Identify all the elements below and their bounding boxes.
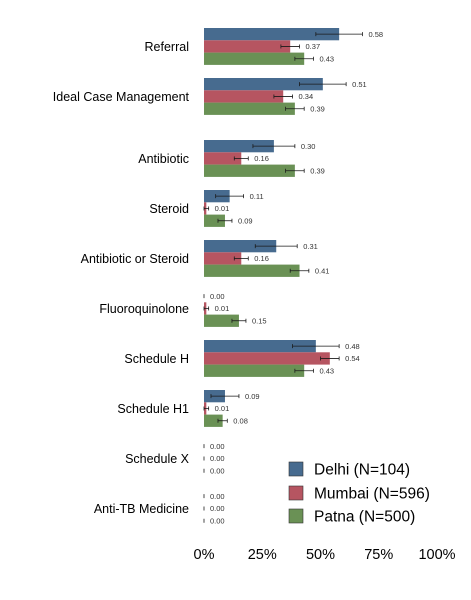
value-label: 0.16 — [254, 254, 269, 263]
bar — [204, 28, 340, 41]
x-tick-label: 25% — [248, 547, 277, 563]
value-label: 0.34 — [299, 92, 314, 101]
bars-layer — [204, 28, 340, 427]
value-label: 0.11 — [250, 192, 264, 201]
x-tick-label: 50% — [306, 547, 335, 563]
bar — [204, 164, 295, 177]
value-label: 0.43 — [320, 54, 335, 63]
bar — [204, 340, 316, 353]
value-label: 0.00 — [210, 292, 225, 301]
category-label: Antibiotic — [138, 152, 189, 166]
value-label: 0.01 — [215, 404, 230, 413]
category-labels-layer: Referral Ideal Case Management Antibiotic S… — [53, 40, 190, 516]
bar — [204, 152, 242, 165]
bar — [204, 352, 330, 365]
value-label: 0.15 — [252, 316, 267, 325]
value-labels-layer: 0.58 0.37 0.43 0.51 0.34 0.39 0.30 0.16 0.39 0.11… — [210, 30, 383, 526]
x-axis-ticks-layer: 0% 25% 50% 75% 100% — [194, 547, 456, 563]
bar — [204, 314, 239, 327]
value-label: 0.58 — [368, 30, 383, 39]
value-label: 0.09 — [245, 392, 260, 401]
value-label: 0.00 — [210, 466, 225, 475]
value-label: 0.43 — [320, 366, 335, 375]
bar — [204, 264, 300, 277]
value-label: 0.08 — [233, 416, 248, 425]
x-tick-label: 0% — [194, 547, 215, 563]
bar — [204, 90, 284, 103]
bar — [204, 78, 323, 91]
value-label: 0.00 — [210, 454, 225, 463]
value-label: 0.00 — [210, 504, 225, 513]
value-label: 0.41 — [315, 266, 330, 275]
bar — [204, 52, 305, 65]
bar — [204, 102, 295, 115]
category-label: Schedule H1 — [117, 402, 189, 416]
value-label: 0.16 — [254, 154, 269, 163]
legend-swatch — [288, 461, 304, 477]
value-label: 0.00 — [210, 442, 225, 451]
category-label: Referral — [145, 40, 189, 54]
value-label: 0.09 — [238, 216, 253, 225]
value-label: 0.48 — [345, 342, 360, 351]
category-label: Schedule H — [124, 352, 189, 366]
bar — [204, 214, 225, 227]
value-label: 0.00 — [210, 492, 225, 501]
legend-swatch — [288, 485, 304, 501]
bar — [204, 140, 274, 153]
bar — [204, 240, 277, 253]
x-tick-label: 100% — [418, 547, 455, 563]
value-label: 0.31 — [303, 242, 318, 251]
value-label: 0.01 — [215, 204, 230, 213]
category-label: Antibiotic or Steroid — [81, 252, 189, 266]
error-bars-layer — [203, 32, 363, 523]
category-label: Schedule X — [125, 452, 190, 466]
value-label: 0.01 — [215, 304, 230, 313]
value-label: 0.30 — [301, 142, 316, 151]
value-label: 0.39 — [310, 166, 325, 175]
x-tick-label: 75% — [364, 547, 393, 563]
bar — [204, 40, 291, 53]
category-label: Fluoroquinolone — [99, 302, 189, 316]
value-label: 0.37 — [306, 42, 321, 51]
legend-label: Delhi (N=104) — [314, 462, 410, 479]
category-label: Steroid — [149, 202, 189, 216]
value-label: 0.54 — [345, 354, 360, 363]
value-label: 0.39 — [310, 104, 325, 113]
legend-label: Patna (N=500) — [314, 509, 415, 526]
category-label: Ideal Case Management — [53, 90, 190, 104]
category-label: Anti-TB Medicine — [94, 502, 189, 516]
value-label: 0.51 — [352, 80, 367, 89]
bar — [204, 414, 223, 427]
value-label: 0.00 — [210, 516, 225, 525]
bar — [204, 364, 305, 377]
bar — [204, 252, 242, 265]
legend-swatch — [288, 508, 304, 524]
legend-label: Mumbai (N=596) — [314, 486, 430, 503]
legend: Delhi (N=104) Mumbai (N=596) Patna (N=500) — [288, 461, 430, 526]
